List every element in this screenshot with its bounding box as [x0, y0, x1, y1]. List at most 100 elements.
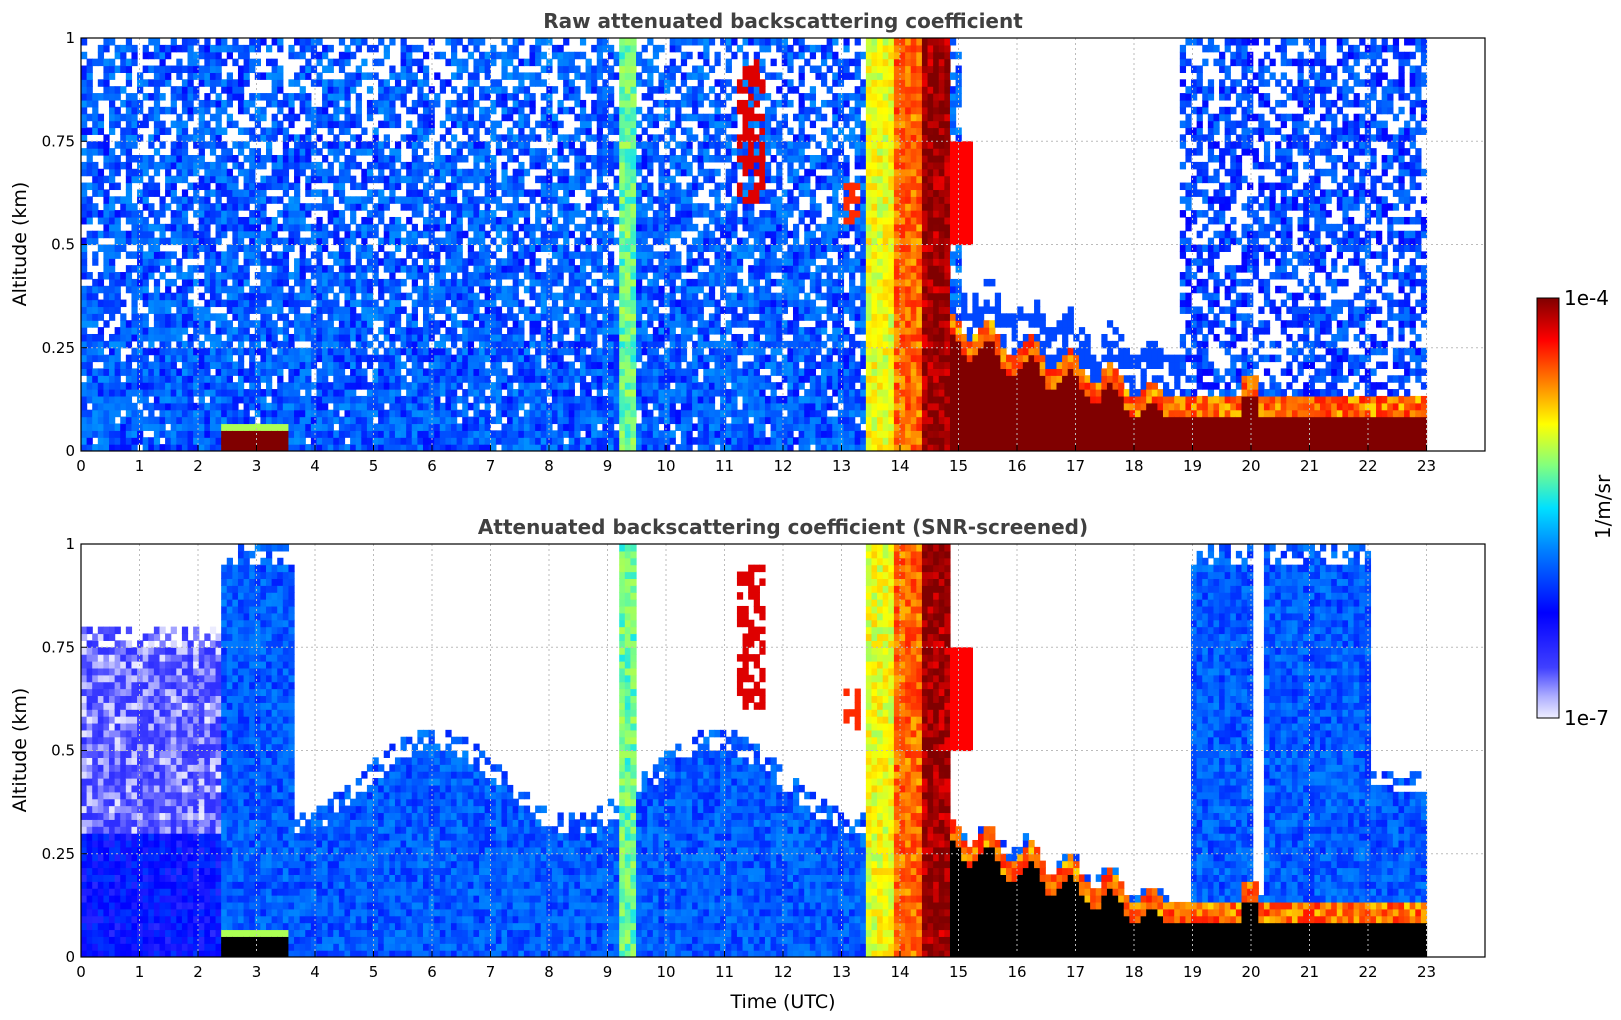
panel-raw: Raw attenuated backscattering coefficien…	[9, 9, 1486, 475]
heat-cell	[165, 258, 172, 266]
heat-cell	[209, 395, 217, 404]
heat-cell	[467, 292, 475, 301]
heat-cell	[327, 272, 334, 280]
heat-cell	[389, 223, 396, 232]
heat-cell	[193, 265, 200, 273]
heat-cell	[400, 361, 407, 369]
heat-cell	[563, 251, 570, 259]
heat-cell	[81, 244, 88, 252]
heat-cell	[125, 354, 133, 363]
heat-cell	[535, 430, 542, 438]
heat-cell	[507, 148, 514, 156]
heat-cell	[512, 375, 519, 383]
heat-cell	[125, 437, 133, 445]
heat-cell	[630, 416, 637, 425]
heat-cell	[125, 375, 133, 383]
heat-cell	[97, 402, 105, 411]
heat-cell	[86, 320, 93, 328]
heat-cell	[585, 258, 592, 266]
heat-cell	[406, 175, 413, 184]
heat-cell	[176, 333, 183, 342]
heat-cell	[109, 106, 116, 115]
heat-cell	[652, 120, 660, 129]
heat-cell	[282, 299, 290, 308]
heat-cell	[226, 327, 233, 335]
heat-cell	[439, 382, 447, 390]
heat-cell	[602, 44, 609, 53]
heat-cell	[109, 148, 116, 156]
heat-cell	[579, 313, 587, 321]
heat-cell	[664, 99, 671, 108]
heat-cell	[109, 38, 116, 46]
heat-cell	[120, 368, 127, 376]
heat-cell	[310, 430, 318, 438]
heat-cell	[266, 258, 273, 266]
heat-cell	[344, 72, 351, 80]
heat-cell	[619, 127, 626, 135]
heat-cell	[490, 44, 497, 53]
heat-cell	[142, 437, 149, 445]
heat-cell	[204, 58, 211, 67]
heat-cell	[624, 216, 632, 225]
heat-cell	[159, 106, 166, 115]
heat-cell	[361, 327, 368, 335]
heat-cell	[366, 161, 374, 170]
heat-cell	[243, 375, 250, 383]
heat-cell	[675, 210, 682, 218]
heat-cell	[406, 182, 413, 191]
heat-cell	[97, 306, 105, 314]
heat-cell	[669, 272, 676, 280]
heat-cell	[568, 430, 575, 438]
heat-cell	[546, 168, 553, 177]
heat-cell	[473, 155, 480, 163]
heat-cell	[114, 354, 121, 363]
heat-cell	[406, 161, 413, 170]
heat-cell	[204, 327, 211, 335]
heat-cell	[226, 168, 233, 177]
heat-cell	[428, 389, 435, 397]
heat-cell	[579, 106, 587, 115]
heat-cell	[344, 230, 351, 239]
heat-cell	[529, 327, 536, 335]
heat-cell	[641, 306, 648, 314]
heat-cell	[131, 127, 138, 135]
heat-cell	[445, 141, 452, 149]
heat-cell	[574, 93, 581, 101]
heat-cell	[372, 347, 379, 356]
heat-cell	[495, 148, 503, 156]
heat-cell	[523, 423, 531, 431]
heat-cell	[181, 354, 189, 363]
heat-cell	[686, 444, 693, 451]
heat-cell	[333, 155, 340, 163]
heat-cell	[271, 99, 278, 108]
heat-cell	[585, 272, 592, 280]
heat-cell	[619, 437, 626, 445]
heat-cell	[198, 278, 205, 287]
heat-cell	[249, 113, 256, 122]
heat-cell	[198, 416, 205, 425]
heat-cell	[563, 86, 570, 94]
heat-cell	[282, 389, 290, 397]
heat-cell	[669, 395, 676, 404]
heat-cell	[125, 402, 133, 411]
heat-cell	[327, 93, 334, 101]
heat-cell	[613, 155, 620, 163]
heat-cell	[596, 292, 603, 301]
heat-cell	[109, 99, 116, 108]
heat-cell	[507, 216, 514, 225]
heat-cell	[551, 230, 559, 239]
heat-cell	[310, 354, 318, 363]
heat-cell	[254, 306, 261, 314]
heat-cell	[467, 148, 475, 156]
heat-cell	[445, 430, 452, 438]
heat-cell	[114, 223, 121, 232]
heat-cell	[109, 340, 116, 349]
heat-cell	[109, 203, 116, 211]
heat-cell	[288, 361, 295, 369]
heat-cell	[613, 395, 620, 404]
heat-cell	[125, 65, 133, 74]
heat-cell	[176, 375, 183, 383]
heat-cell	[237, 299, 245, 308]
heat-cell	[137, 72, 144, 80]
heat-cell	[518, 258, 525, 266]
